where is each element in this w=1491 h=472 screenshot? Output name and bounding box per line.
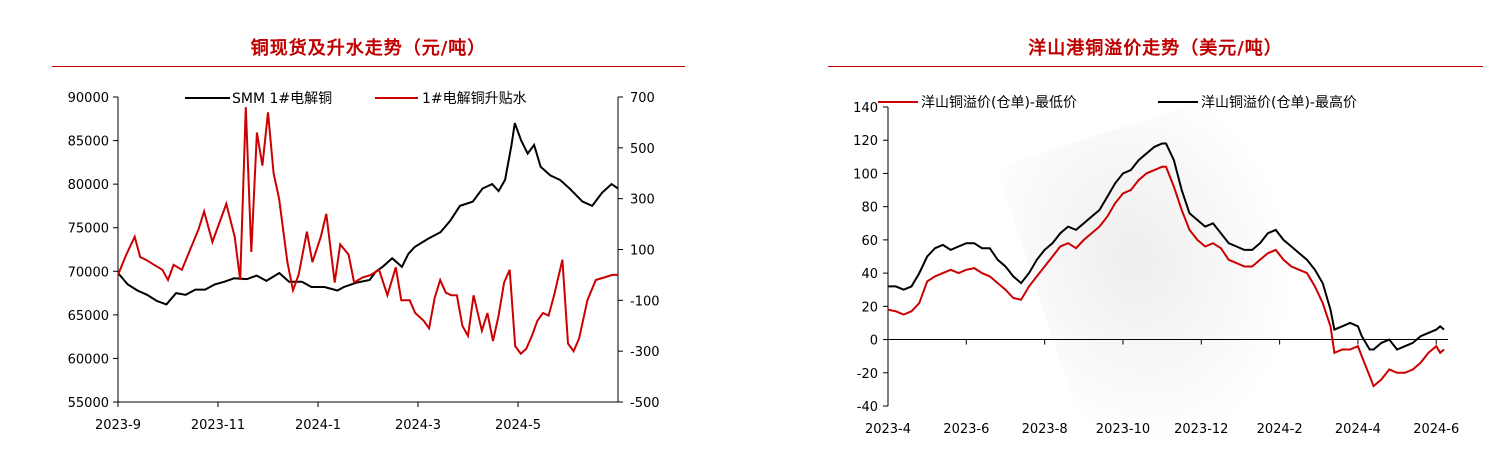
x-tick-label: 2023-6 xyxy=(943,422,989,437)
y-tick-label: 0 xyxy=(870,334,878,349)
x-tick-label: 2023-12 xyxy=(1174,422,1228,437)
legend-label-high-premium: 洋山铜溢价(仓单)-最高价 xyxy=(1201,94,1357,111)
x-tick-label: 2024-3 xyxy=(395,418,441,433)
x-tick-label: 2023-4 xyxy=(865,422,911,437)
series-line-high-premium xyxy=(888,142,1445,351)
y-tick-label-left: 60000 xyxy=(68,352,109,367)
x-tick-label: 2023-10 xyxy=(1096,422,1150,437)
y-tick-label-left: 85000 xyxy=(68,135,109,150)
y-tick-label: 80 xyxy=(861,201,878,216)
y-tick-label-right: -300 xyxy=(630,345,660,360)
y-tick-label-left: 90000 xyxy=(68,91,109,106)
x-tick-label: 2024-1 xyxy=(295,418,341,433)
yangshan-premium-panel: 洋山港铜溢价走势（美元/吨） xyxy=(820,0,1491,459)
x-tick-label: 2024-2 xyxy=(1257,422,1303,437)
x-tick-label: 2024-4 xyxy=(1335,422,1381,437)
y-tick-label: 100 xyxy=(853,167,878,182)
y-tick-label: 40 xyxy=(861,267,878,282)
series-line-spot-price xyxy=(117,122,619,306)
y-tick-label: 60 xyxy=(861,234,878,249)
y-tick-label-left: 65000 xyxy=(68,309,109,324)
x-tick-label: 2023-11 xyxy=(191,418,245,433)
y-tick-label: -20 xyxy=(857,367,878,382)
y-tick-label-left: 55000 xyxy=(68,396,109,411)
y-tick-label: -40 xyxy=(857,400,878,415)
left-chart-title: 铜现货及升水走势（元/吨） xyxy=(250,38,487,59)
copper-spot-premium-panel: 铜现货及升水走势（元/吨） xyxy=(0,0,700,459)
y-tick-label-left: 70000 xyxy=(68,265,109,280)
x-tick-label: 2024-6 xyxy=(1413,422,1459,437)
y-tick-label-left: 75000 xyxy=(68,222,109,237)
x-tick-label: 2023-9 xyxy=(95,418,141,433)
left-chart-svg: 55000 60000 65000 70000 75000 80000 85000 90000… xyxy=(68,91,660,433)
y-tick-label-left: 80000 xyxy=(68,178,109,193)
x-tick-label: 2024-5 xyxy=(495,418,541,433)
right-title-rule xyxy=(828,66,1483,67)
y-tick-label-right: 700 xyxy=(630,91,655,106)
y-tick-label: 140 xyxy=(853,101,878,116)
y-tick-label-right: -100 xyxy=(630,294,660,309)
legend-label-premium: 1#电解铜升贴水 xyxy=(422,91,527,107)
legend-label-low-premium: 洋山铜溢价(仓单)-最低价 xyxy=(921,95,1077,111)
series-line-low-premium xyxy=(887,165,1445,388)
legend-label-spot-price: SMM 1#电解铜 xyxy=(232,91,332,107)
y-tick-label-right: 100 xyxy=(630,244,655,259)
y-tick-label-right: -500 xyxy=(630,396,660,411)
y-tick-label-right: 500 xyxy=(630,142,655,157)
right-chart-svg: -40 -20 0 20 40 60 80 100 120 140 2023-4 2023-6 2023… xyxy=(853,94,1459,437)
right-chart-title: 洋山港铜溢价走势（美元/吨） xyxy=(1028,38,1283,59)
y-tick-label-right: 300 xyxy=(630,193,655,208)
left-title-rule xyxy=(52,66,685,67)
y-tick-label: 120 xyxy=(853,134,878,149)
y-tick-label: 20 xyxy=(861,300,878,315)
x-tick-label: 2023-8 xyxy=(1022,422,1068,437)
series-line-premium xyxy=(117,107,618,356)
